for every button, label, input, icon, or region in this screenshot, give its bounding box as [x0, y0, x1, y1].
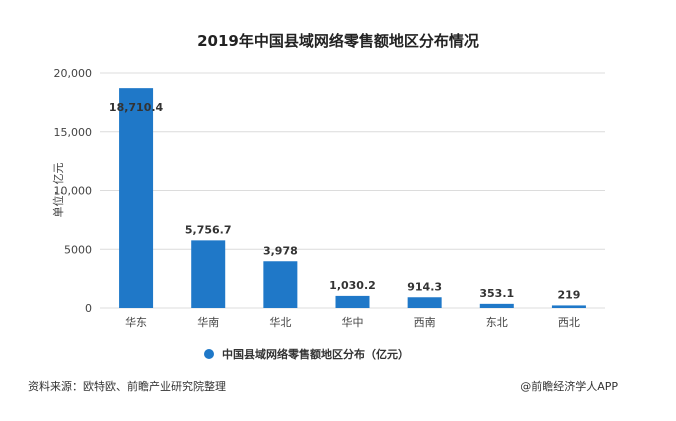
source-note: 资料来源：欧特欧、前瞻产业研究院整理	[28, 379, 226, 393]
x-tick-label: 华南	[197, 315, 219, 329]
y-tick-label: 10,000	[54, 185, 93, 198]
bar	[119, 88, 154, 308]
data-label: 18,710.4	[109, 101, 164, 114]
y-tick-label: 20,000	[54, 67, 93, 80]
bar	[479, 303, 514, 308]
data-label: 3,978	[263, 244, 298, 257]
x-tick-label: 西南	[414, 316, 436, 329]
x-tick-label: 东北	[486, 316, 508, 329]
data-label: 219	[557, 288, 580, 301]
y-axis-label: 单位：亿元	[51, 163, 65, 218]
bar	[191, 240, 226, 308]
x-tick-label: 华东	[125, 315, 147, 329]
bar	[551, 305, 586, 308]
y-tick-label: 0	[85, 302, 92, 315]
x-tick-label: 西北	[558, 316, 580, 329]
credit-note: @前瞻经济学人APP	[520, 379, 618, 393]
legend-label: 中国县域网络零售额地区分布（亿元）	[222, 347, 409, 361]
bar	[407, 297, 442, 308]
x-tick-label: 华北	[269, 315, 291, 329]
bar	[335, 295, 370, 308]
data-label: 353.1	[479, 287, 514, 300]
y-tick-label: 15,000	[54, 126, 93, 139]
y-tick-label: 5000	[64, 243, 92, 256]
x-tick-label: 华中	[342, 315, 364, 329]
chart-title: 2019年中国县域网络零售额地区分布情况	[197, 32, 479, 50]
bar	[263, 261, 298, 308]
data-label: 5,756.7	[185, 223, 232, 236]
legend-marker	[204, 349, 214, 359]
data-label: 914.3	[407, 280, 442, 293]
data-label: 1,030.2	[329, 279, 376, 292]
